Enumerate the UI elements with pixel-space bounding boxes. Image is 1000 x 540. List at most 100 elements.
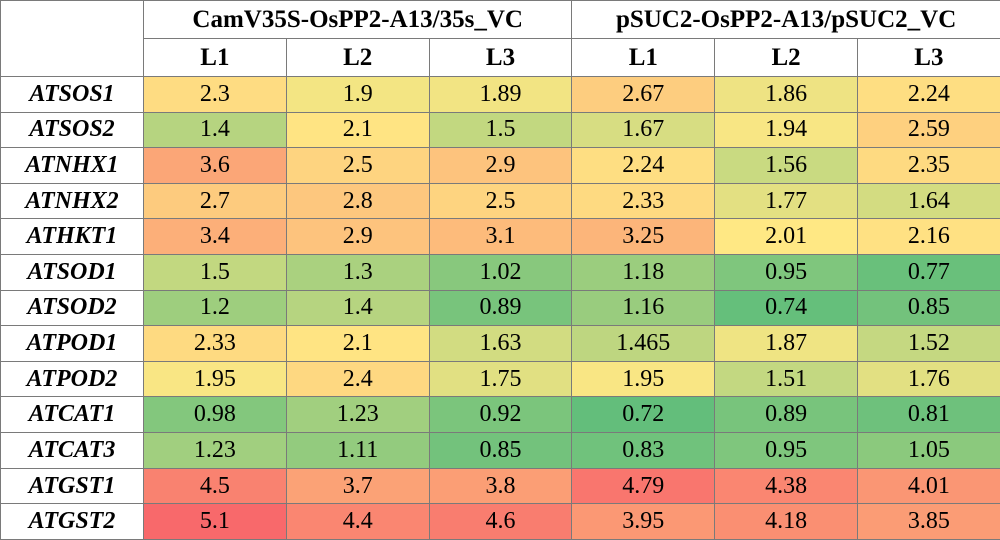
col-header-camv35s-l2: L2 — [285, 38, 430, 77]
heatmap-cell: 2.4 — [285, 360, 430, 398]
heatmap-cell: 1.94 — [714, 111, 858, 149]
heatmap-cell: 2.24 — [571, 147, 716, 184]
table-row: ATSOS1 2.3 1.9 1.89 2.67 1.86 2.24 — [0, 76, 1000, 113]
table-row: ATNHX2 2.7 2.8 2.5 2.33 1.77 1.64 — [0, 182, 1000, 220]
table-row: ATHKT1 3.4 2.9 3.1 3.25 2.01 2.16 — [0, 218, 1000, 256]
heatmap-cell: 1.64 — [856, 182, 1000, 220]
heatmap-cell: 5.1 — [143, 503, 287, 540]
table-row: ATSOD1 1.5 1.3 1.02 1.18 0.95 0.77 — [0, 254, 1000, 291]
gene-label: ATPOD2 — [0, 360, 144, 398]
heatmap-cell: 3.1 — [428, 218, 573, 256]
heatmap-cell: 4.4 — [285, 503, 430, 540]
heatmap-cell: 1.5 — [428, 111, 573, 149]
gene-label: ATPOD1 — [0, 325, 144, 362]
table-row: ATPOD2 1.95 2.4 1.75 1.95 1.51 1.76 — [0, 360, 1000, 398]
table-row: ATNHX1 3.6 2.5 2.9 2.24 1.56 2.35 — [0, 147, 1000, 184]
heatmap-cell: 3.4 — [143, 218, 287, 256]
heatmap-cell: 1.95 — [143, 360, 287, 398]
table-row: ATCAT3 1.23 1.11 0.85 0.83 0.95 1.05 — [0, 432, 1000, 469]
heatmap-cell: 1.76 — [856, 360, 1000, 398]
col-header-psuc2-l2: L2 — [714, 38, 858, 77]
heatmap-cell: 0.89 — [714, 396, 858, 434]
heatmap-cell: 1.89 — [428, 76, 573, 113]
heatmap-cell: 1.87 — [714, 325, 858, 362]
gene-label: ATNHX1 — [0, 147, 144, 184]
heatmap-cell: 4.5 — [143, 467, 287, 505]
heatmap-cell: 4.79 — [571, 467, 716, 505]
heatmap-cell: 1.465 — [571, 325, 716, 362]
heatmap-cell: 2.01 — [714, 218, 858, 256]
table-row: ATSOS2 1.4 2.1 1.5 1.67 1.94 2.59 — [0, 111, 1000, 149]
heatmap-cell: 0.85 — [856, 289, 1000, 327]
group-header-camv35s: CamV35S-OsPP2-A13/35s_VC — [142, 0, 573, 39]
col-header-psuc2-l1: L1 — [571, 38, 716, 77]
table-row: ATSOD2 1.2 1.4 0.89 1.16 0.74 0.85 — [0, 289, 1000, 327]
heatmap-cell: 0.77 — [856, 254, 1000, 291]
gene-label: ATHKT1 — [0, 218, 144, 256]
heatmap-cell: 0.92 — [428, 396, 573, 434]
table-row: ATGST2 5.1 4.4 4.6 3.95 4.18 3.85 — [0, 503, 1000, 540]
heatmap-cell: 1.23 — [143, 432, 287, 469]
heatmap-cell: 0.95 — [714, 432, 858, 469]
gene-label: ATCAT1 — [0, 396, 144, 434]
heatmap-cell: 3.25 — [571, 218, 716, 256]
heatmap-cell: 1.23 — [285, 396, 430, 434]
gene-label: ATSOS1 — [0, 76, 144, 113]
heatmap-cell: 1.63 — [428, 325, 573, 362]
heatmap-cell: 1.52 — [856, 325, 1000, 362]
col-header-camv35s-l3: L3 — [428, 38, 573, 77]
group-header-psuc2: pSUC2-OsPP2-A13/pSUC2_VC — [571, 0, 1000, 39]
heatmap-cell: 0.85 — [428, 432, 573, 469]
heatmap-cell: 2.1 — [285, 111, 430, 149]
heatmap-cell: 3.95 — [571, 503, 716, 540]
heatmap-cell: 0.95 — [714, 254, 858, 291]
heatmap-cell: 3.8 — [428, 467, 573, 505]
heatmap-cell: 1.16 — [571, 289, 716, 327]
gene-label: ATGST1 — [0, 467, 144, 505]
heatmap-cell: 1.77 — [714, 182, 858, 220]
heatmap-cell: 1.67 — [571, 111, 716, 149]
heatmap-cell: 0.81 — [856, 396, 1000, 434]
table-row: ATPOD1 2.33 2.1 1.63 1.465 1.87 1.52 — [0, 325, 1000, 362]
heatmap-cell: 1.4 — [143, 111, 287, 149]
heatmap-cell: 4.6 — [428, 503, 573, 540]
heatmap-cell: 1.9 — [285, 76, 430, 113]
heatmap-cell: 0.89 — [428, 289, 573, 327]
gene-label: ATNHX2 — [0, 182, 144, 220]
heatmap-cell: 1.56 — [714, 147, 858, 184]
heatmap-cell: 1.5 — [143, 254, 287, 291]
col-header-camv35s-l1: L1 — [143, 38, 287, 77]
heatmap-cell: 4.18 — [714, 503, 858, 540]
heatmap-cell: 1.95 — [571, 360, 716, 398]
line-header-row: L1 L2 L3 L1 L2 L3 — [1, 38, 1000, 77]
heatmap-cell: 1.3 — [285, 254, 430, 291]
heatmap-cell: 0.72 — [571, 396, 716, 434]
heatmap-cell: 2.67 — [571, 76, 716, 113]
heatmap-cell: 2.59 — [856, 111, 1000, 149]
table-row: ATGST1 4.5 3.7 3.8 4.79 4.38 4.01 — [0, 467, 1000, 505]
heatmap-cell: 4.38 — [714, 467, 858, 505]
corner-cell — [0, 0, 144, 77]
heatmap-cell: 2.33 — [571, 182, 716, 220]
heatmap-cell: 2.8 — [285, 182, 430, 220]
heatmap-cell: 1.51 — [714, 360, 858, 398]
gene-label: ATCAT3 — [0, 432, 144, 469]
heatmap-cell: 1.05 — [856, 432, 1000, 469]
group-header-row: CamV35S-OsPP2-A13/35s_VC pSUC2-OsPP2-A13… — [0, 0, 1000, 77]
heatmap-cell: 2.33 — [143, 325, 287, 362]
heatmap-cell: 1.75 — [428, 360, 573, 398]
heatmap-cell: 2.1 — [285, 325, 430, 362]
heatmap-cell: 2.35 — [856, 147, 1000, 184]
heatmap-cell: 2.3 — [143, 76, 287, 113]
heatmap-cell: 1.02 — [428, 254, 573, 291]
heatmap-cell: 2.9 — [428, 147, 573, 184]
heatmap-cell: 1.2 — [143, 289, 287, 327]
col-header-psuc2-l3: L3 — [856, 38, 1000, 77]
heatmap-body: ATSOS1 2.3 1.9 1.89 2.67 1.86 2.24 ATSOS2 1.4 2.1… — [0, 76, 1000, 540]
heatmap-cell: 1.4 — [285, 289, 430, 327]
heatmap-cell: 2.9 — [285, 218, 430, 256]
heatmap-cell: 2.16 — [856, 218, 1000, 256]
heatmap-cell: 0.83 — [571, 432, 716, 469]
heatmap-cell: 2.5 — [285, 147, 430, 184]
